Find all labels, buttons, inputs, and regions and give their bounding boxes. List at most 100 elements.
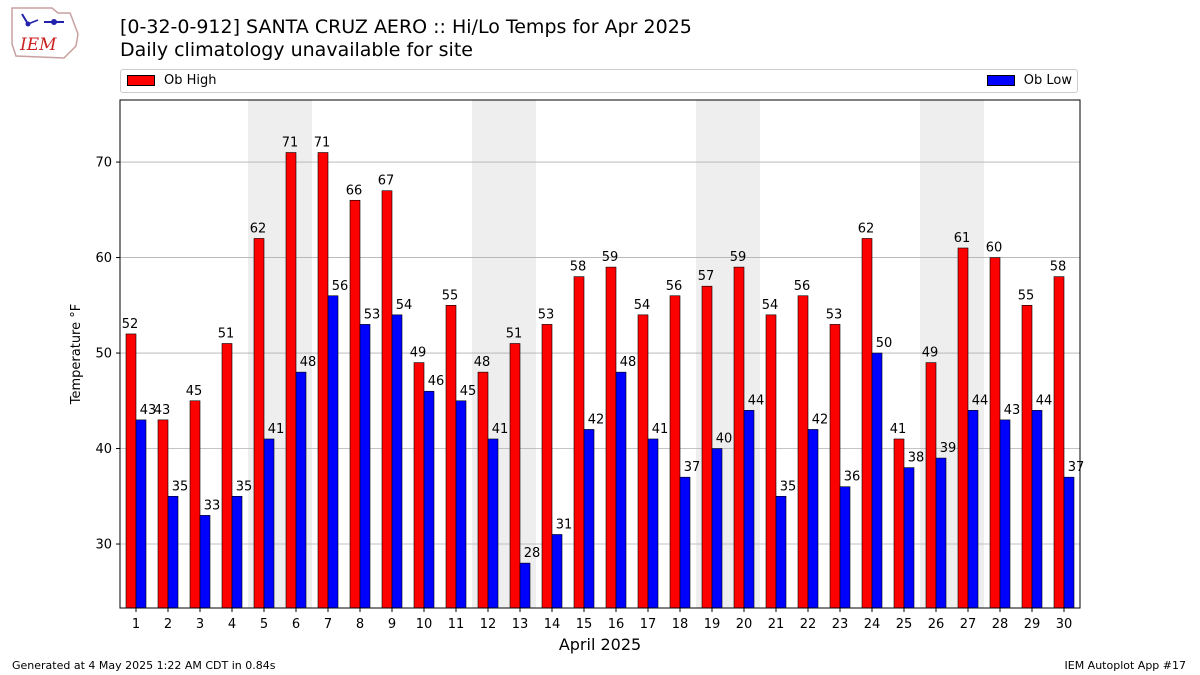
weekend-band: [920, 100, 952, 608]
x-tick-label: 2: [164, 617, 172, 632]
legend-label-low: Ob Low: [1023, 73, 1072, 88]
x-tick-label: 15: [576, 617, 593, 632]
high-bar: [125, 333, 137, 609]
high-bar: [509, 343, 521, 609]
high-value-label: 58: [570, 260, 587, 275]
low-bar: [231, 495, 243, 609]
low-bar: [615, 371, 627, 609]
x-tick-label: 7: [324, 617, 332, 632]
high-value-label: 60: [986, 241, 1003, 256]
high-bar: [1021, 305, 1033, 609]
plot-frame: [119, 99, 1081, 609]
low-value-label: 43: [140, 403, 157, 418]
high-value-label: 58: [1050, 260, 1067, 275]
x-tick-label: 6: [292, 617, 300, 632]
low-bar: [839, 486, 851, 609]
low-bar: [775, 495, 787, 609]
low-bar: [167, 495, 179, 609]
high-bar: [477, 371, 489, 609]
weekend-band: [952, 100, 984, 608]
low-bar: [903, 467, 915, 609]
low-value-label: 35: [236, 479, 253, 494]
x-tick-label: 21: [768, 617, 785, 632]
high-value-label: 48: [474, 355, 491, 370]
x-tick-label: 29: [1024, 617, 1041, 632]
low-value-label: 42: [812, 412, 829, 427]
low-value-label: 37: [684, 460, 701, 475]
low-bar: [1063, 476, 1075, 609]
low-bar: [135, 419, 147, 609]
low-bar: [647, 438, 659, 609]
low-bar: [327, 295, 339, 609]
y-tick-label: 50: [95, 347, 112, 362]
low-value-label: 48: [620, 355, 637, 370]
high-value-label: 51: [506, 326, 523, 341]
high-bar: [861, 238, 873, 609]
low-value-label: 41: [492, 422, 509, 437]
low-value-label: 44: [1036, 393, 1053, 408]
footer-app: IEM Autoplot App #17: [1064, 659, 1187, 672]
low-bar: [679, 476, 691, 609]
x-tick-label: 13: [512, 617, 529, 632]
x-tick-label: 11: [448, 617, 465, 632]
y-tick-label: 70: [95, 156, 112, 171]
low-value-label: 28: [524, 546, 541, 561]
high-value-label: 49: [410, 346, 427, 361]
high-value-label: 61: [954, 231, 971, 246]
low-bar: [871, 352, 883, 609]
high-value-label: 55: [1018, 288, 1035, 303]
low-value-label: 33: [204, 498, 221, 513]
legend-item-high: Ob High: [127, 73, 217, 88]
low-value-label: 35: [172, 479, 189, 494]
low-bar: [423, 390, 435, 609]
high-bar: [381, 190, 393, 609]
low-value-label: 48: [300, 355, 317, 370]
low-value-label: 39: [940, 441, 957, 456]
low-bar: [1031, 410, 1043, 609]
x-tick-label: 23: [832, 617, 849, 632]
high-bar: [637, 314, 649, 609]
weekend-band: [696, 100, 728, 608]
low-value-label: 36: [844, 470, 861, 485]
x-tick-label: 28: [992, 617, 1009, 632]
y-axis-label: Temperature °F: [69, 304, 84, 405]
low-bar: [359, 324, 371, 609]
x-tick-label: 19: [704, 617, 721, 632]
low-bar: [199, 515, 211, 609]
low-value-label: 42: [588, 412, 605, 427]
low-bar: [711, 448, 723, 609]
high-value-label: 67: [378, 174, 395, 189]
high-value-label: 59: [730, 250, 747, 265]
high-bar: [733, 266, 745, 609]
low-bar: [295, 371, 307, 609]
weekend-band: [728, 100, 760, 608]
low-bar: [807, 429, 819, 609]
low-value-label: 40: [716, 432, 733, 447]
high-value-label: 56: [794, 279, 811, 294]
high-value-label: 49: [922, 346, 939, 361]
high-bar: [797, 295, 809, 609]
low-value-label: 54: [396, 298, 413, 313]
high-value-label: 71: [314, 136, 331, 151]
high-value-label: 62: [858, 221, 875, 236]
low-bar: [935, 457, 947, 609]
weekend-band: [504, 100, 536, 608]
logo-text: IEM: [19, 35, 57, 55]
x-tick-label: 25: [896, 617, 913, 632]
high-bar: [157, 419, 169, 609]
high-bar: [349, 199, 361, 609]
low-value-label: 44: [748, 393, 765, 408]
low-bar: [391, 314, 403, 609]
x-tick-label: 30: [1056, 617, 1073, 632]
x-tick-label: 9: [388, 617, 396, 632]
iem-logo: IEM: [11, 7, 79, 59]
high-value-label: 53: [826, 307, 843, 322]
high-value-label: 54: [762, 298, 779, 313]
high-bar: [701, 285, 713, 609]
high-bar: [221, 343, 233, 609]
low-value-label: 41: [652, 422, 669, 437]
legend-swatch-low: [986, 75, 1015, 86]
chart-subtitle: Daily climatology unavailable for site: [120, 39, 473, 61]
high-value-label: 59: [602, 250, 619, 265]
high-value-label: 57: [698, 269, 715, 284]
